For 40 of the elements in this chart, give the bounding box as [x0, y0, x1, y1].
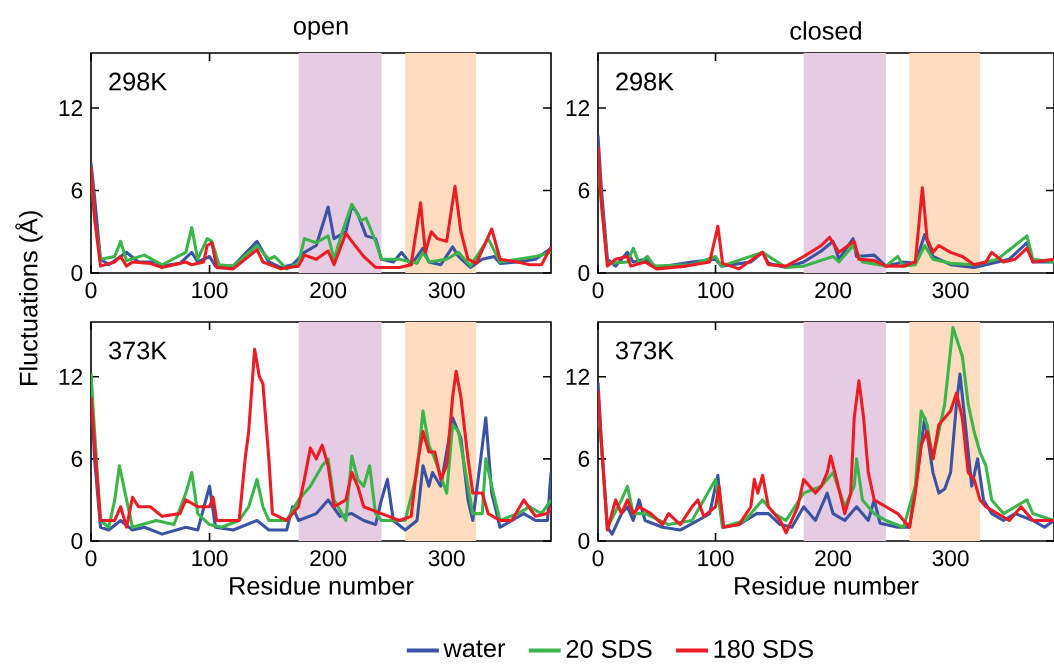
y-tick-label: 0 [578, 532, 590, 550]
x-tick-label: 300 [932, 282, 969, 299]
x-tick-label: 100 [192, 550, 228, 567]
x-axis-title: Residue number [230, 576, 414, 595]
y-tick-label: 12 [59, 100, 83, 116]
x-tick-label: 300 [428, 282, 465, 299]
x-tick-label: 0 [592, 282, 604, 299]
y-tick-label: 6 [578, 182, 590, 199]
x-tick-label: 200 [815, 282, 852, 299]
x-tick-label: 200 [310, 282, 347, 299]
annotation: 298K [616, 72, 674, 91]
y-tick-label: 6 [71, 182, 83, 199]
y-tick-label: 12 [59, 368, 83, 385]
chart-title: closed [790, 21, 861, 40]
x-tick-label: 0 [85, 282, 97, 299]
y-tick-label: 12 [566, 368, 590, 385]
y-tick-label: 0 [71, 264, 83, 282]
y-axis-title: Fluctuations (Å) [15, 211, 43, 385]
x-tick-label: 0 [592, 550, 604, 567]
annotation: 373K [615, 341, 674, 360]
chart-title: open [293, 20, 348, 40]
y-tick-label: 12 [566, 100, 590, 116]
legend-label: water [443, 640, 505, 658]
annotation: 373K [108, 341, 167, 360]
x-axis-title: Residue number [735, 576, 919, 595]
annotation: 298K [109, 72, 167, 91]
legend-label: 20 SDS [566, 639, 652, 658]
x-tick-label: 100 [698, 550, 734, 567]
x-tick-label: 300 [932, 550, 969, 567]
x-tick-label: 0 [85, 550, 97, 567]
x-tick-label: 100 [698, 282, 734, 299]
x-tick-label: 200 [815, 550, 852, 567]
legend-label: 180 SDS [714, 639, 813, 658]
x-tick-label: 100 [192, 282, 228, 299]
x-tick-label: 200 [310, 550, 347, 567]
y-tick-label: 6 [71, 450, 83, 467]
y-tick-label: 0 [71, 532, 83, 550]
y-tick-label: 6 [578, 450, 590, 467]
y-tick-label: 0 [578, 264, 590, 282]
x-tick-label: 300 [428, 550, 465, 567]
